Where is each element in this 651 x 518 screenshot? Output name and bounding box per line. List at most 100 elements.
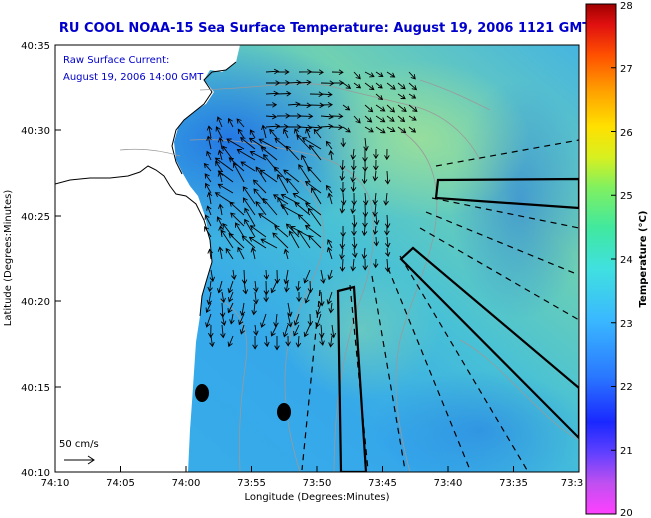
current-vector	[384, 258, 391, 273]
current-vector	[364, 104, 374, 113]
land-peninsula	[150, 168, 172, 200]
current-vector	[301, 137, 322, 150]
current-vector	[384, 170, 391, 185]
current-vector	[274, 269, 281, 284]
current-vector	[265, 68, 280, 75]
current-vector	[373, 214, 380, 226]
current-vector	[240, 161, 256, 172]
current-vector	[375, 93, 384, 101]
current-vector	[298, 79, 312, 86]
current-vector	[386, 126, 396, 132]
current-vector	[311, 187, 322, 205]
current-vector	[232, 162, 245, 183]
current-vector	[242, 280, 249, 295]
current-vector	[204, 226, 212, 238]
current-vector	[239, 324, 246, 335]
land-area	[55, 45, 240, 472]
current-vector	[220, 324, 226, 339]
y-tick-label: 40:15	[21, 383, 50, 394]
current-vector	[222, 222, 234, 238]
y-axis: 40:35 40:30 40:25 40:20 40:15 40:10 Lati…	[3, 41, 61, 479]
current-vector	[339, 258, 346, 272]
current-vector	[318, 324, 325, 339]
x-tick-label: 73:45	[368, 478, 397, 489]
current-vector	[205, 313, 212, 328]
colorbar-tick-label: 26	[620, 128, 633, 139]
colorbar-tick-label: 24	[620, 255, 633, 266]
current-vector	[375, 82, 383, 89]
current-vector	[350, 181, 357, 193]
current-vector	[255, 200, 267, 216]
x-axis: 74:10 74:05 74:00 73:55 73:50 73:45 73:4…	[41, 466, 583, 503]
current-vector	[206, 291, 213, 306]
survey-wedges	[336, 177, 579, 472]
current-vector	[230, 212, 245, 227]
colorbar-tick-label: 27	[620, 64, 633, 75]
current-vector	[244, 218, 256, 238]
current-vector	[294, 201, 311, 216]
current-vector	[307, 166, 322, 183]
current-vector	[225, 247, 234, 260]
land-notch	[62, 84, 104, 128]
current-vector	[320, 113, 334, 120]
current-label-line1: Raw Surface Current:	[63, 55, 169, 66]
current-vector	[261, 124, 267, 139]
current-vector	[296, 292, 302, 303]
current-vector	[298, 164, 311, 183]
current-vector	[265, 113, 278, 120]
current-vector	[277, 69, 290, 75]
current-vector	[274, 336, 280, 351]
current-vector	[287, 101, 301, 108]
y-tick-label: 40:20	[21, 297, 50, 308]
current-vector	[258, 138, 278, 150]
current-vector	[241, 235, 256, 249]
current-vector	[298, 102, 312, 109]
current-vector	[319, 335, 325, 346]
current-vector	[342, 82, 352, 89]
current-vector	[288, 230, 300, 249]
current-vector	[386, 104, 396, 113]
current-vector	[206, 150, 212, 161]
current-vector	[287, 302, 293, 318]
current-vector	[227, 302, 234, 314]
current-vector	[339, 170, 346, 182]
current-vector	[304, 224, 322, 238]
current-vector	[260, 313, 267, 328]
current-vector	[287, 79, 302, 86]
current-vector	[273, 166, 289, 183]
x-tick-label: 73:50	[303, 478, 332, 489]
current-vector	[217, 149, 224, 161]
current-vector	[231, 269, 237, 281]
current-vector	[372, 203, 378, 217]
current-vector	[362, 203, 369, 218]
current-vector	[250, 247, 257, 260]
current-vector	[408, 115, 417, 121]
current-vector	[386, 71, 396, 78]
current-vector	[253, 280, 259, 293]
current-vector	[386, 82, 396, 90]
current-vector	[309, 124, 323, 131]
current-vector	[328, 335, 334, 348]
current-vector	[260, 238, 278, 249]
current-vector	[251, 302, 257, 316]
current-vector	[303, 324, 311, 338]
current-vector	[297, 229, 311, 249]
current-vector	[274, 137, 289, 150]
current-vector	[375, 71, 384, 77]
current-vector	[364, 71, 375, 78]
y-tick-label: 40:35	[21, 41, 50, 52]
current-vector	[248, 236, 267, 249]
current-vector	[351, 159, 357, 171]
current-vector	[308, 234, 322, 249]
current-vector	[408, 126, 417, 133]
current-vector	[258, 213, 278, 227]
current-vector	[353, 71, 361, 80]
current-vector	[361, 170, 368, 185]
current-vector	[350, 258, 356, 272]
current-vector	[293, 324, 300, 337]
current-vector	[375, 115, 386, 123]
current-vector	[255, 166, 267, 183]
x-axis-label: Longitude (Degrees:Minutes)	[244, 492, 389, 503]
current-vector	[215, 126, 223, 139]
current-vector	[386, 115, 395, 122]
